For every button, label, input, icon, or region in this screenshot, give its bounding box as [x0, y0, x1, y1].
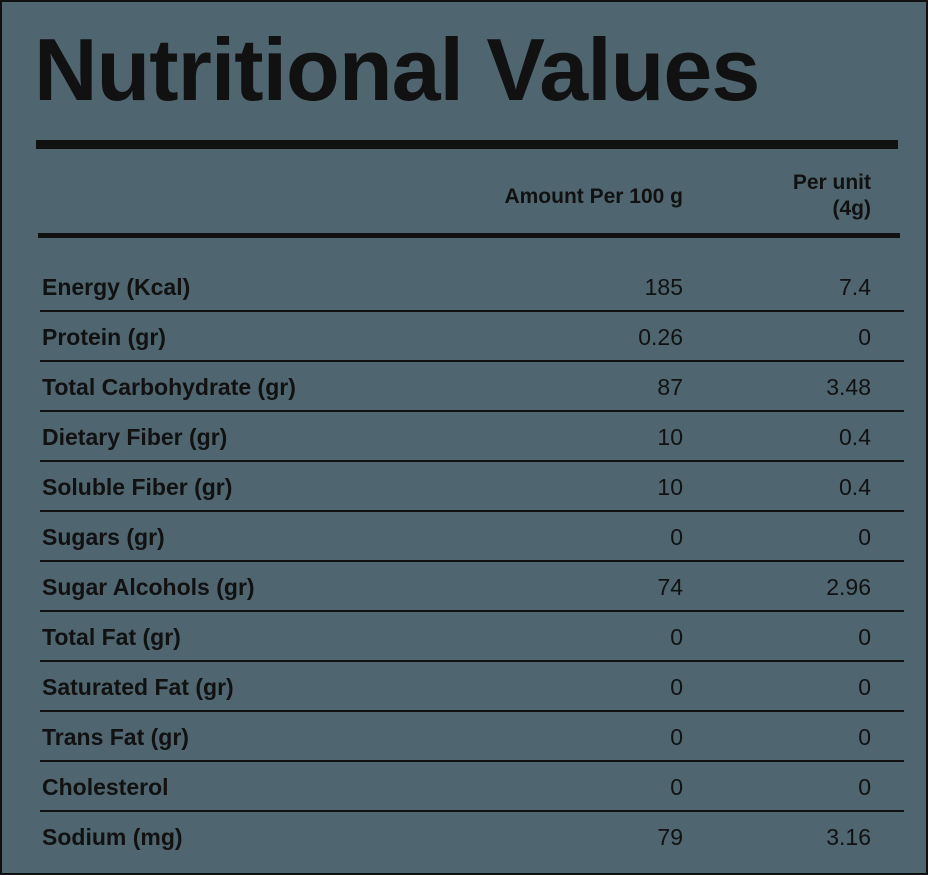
amount-per-unit: 0 [858, 774, 871, 800]
amount-per-100g: 0 [670, 524, 683, 550]
amount-per-100g: 10 [657, 424, 683, 450]
amount-per-unit: 0.4 [839, 424, 871, 450]
nutrient-row: Soluble Fiber (gr) 10 0.4 [40, 462, 904, 512]
nutrient-name: Sugar Alcohols (gr) [42, 574, 255, 600]
amount-per-unit: 0 [858, 724, 871, 750]
nutrient-row: Energy (Kcal) 185 7.4 [40, 262, 904, 312]
nutrient-name: Soluble Fiber (gr) [42, 474, 233, 500]
nutrient-name: Dietary Fiber (gr) [42, 424, 228, 450]
amount-per-unit: 0 [858, 324, 871, 350]
nutrient-row: Sugars (gr) 0 0 [40, 512, 904, 562]
amount-per-unit: 3.16 [826, 824, 871, 850]
column-header-amount-per-100g: Amount Per 100 g [504, 185, 683, 208]
nutrient-row: Sodium (mg) 79 3.16 [40, 812, 904, 862]
amount-per-100g: 87 [657, 374, 683, 400]
nutrient-name: Trans Fat (gr) [42, 724, 189, 750]
nutrient-name: Energy (Kcal) [42, 274, 191, 300]
nutrient-row: Total Fat (gr) 0 0 [40, 612, 904, 662]
amount-per-100g: 0 [670, 774, 683, 800]
nutrient-row: Total Carbohydrate (gr) 87 3.48 [40, 362, 904, 412]
amount-per-unit: 0.4 [839, 474, 871, 500]
amount-per-unit: 0 [858, 524, 871, 550]
amount-per-100g: 0 [670, 674, 683, 700]
amount-per-100g: 0.26 [638, 324, 683, 350]
amount-per-100g: 10 [657, 474, 683, 500]
nutrient-row: Dietary Fiber (gr) 10 0.4 [40, 412, 904, 462]
nutrient-name: Total Fat (gr) [42, 624, 181, 650]
nutrient-table: Energy (Kcal) 185 7.4 Protein (gr) 0.26 … [40, 262, 904, 862]
title-divider [36, 140, 898, 149]
nutrient-row: Cholesterol 0 0 [40, 762, 904, 812]
nutrient-name: Total Carbohydrate (gr) [42, 374, 296, 400]
amount-per-unit: 3.48 [826, 374, 871, 400]
amount-per-unit: 0 [858, 624, 871, 650]
amount-per-100g: 0 [670, 624, 683, 650]
column-header-per-unit: Per unit (4g) [722, 170, 871, 222]
column-header-per-unit-line1: Per unit [792, 171, 871, 194]
nutrient-name: Sodium (mg) [42, 824, 183, 850]
amount-per-unit: 0 [858, 674, 871, 700]
column-header-per-unit-line2: (4g) [832, 197, 872, 220]
header-divider [38, 233, 900, 238]
amount-per-100g: 74 [657, 574, 683, 600]
amount-per-unit: 7.4 [839, 274, 871, 300]
nutrient-name: Sugars (gr) [42, 524, 165, 550]
amount-per-100g: 185 [644, 274, 683, 300]
nutrient-name: Protein (gr) [42, 324, 166, 350]
nutrient-row: Protein (gr) 0.26 0 [40, 312, 904, 362]
amount-per-unit: 2.96 [826, 574, 871, 600]
nutrient-row: Saturated Fat (gr) 0 0 [40, 662, 904, 712]
amount-per-100g: 0 [670, 724, 683, 750]
nutrient-name: Saturated Fat (gr) [42, 674, 234, 700]
nutrient-row: Trans Fat (gr) 0 0 [40, 712, 904, 762]
nutrient-row: Sugar Alcohols (gr) 74 2.96 [40, 562, 904, 612]
nutrient-name: Cholesterol [42, 774, 169, 800]
label-title: Nutritional Values [34, 20, 760, 119]
amount-per-100g: 79 [657, 824, 683, 850]
